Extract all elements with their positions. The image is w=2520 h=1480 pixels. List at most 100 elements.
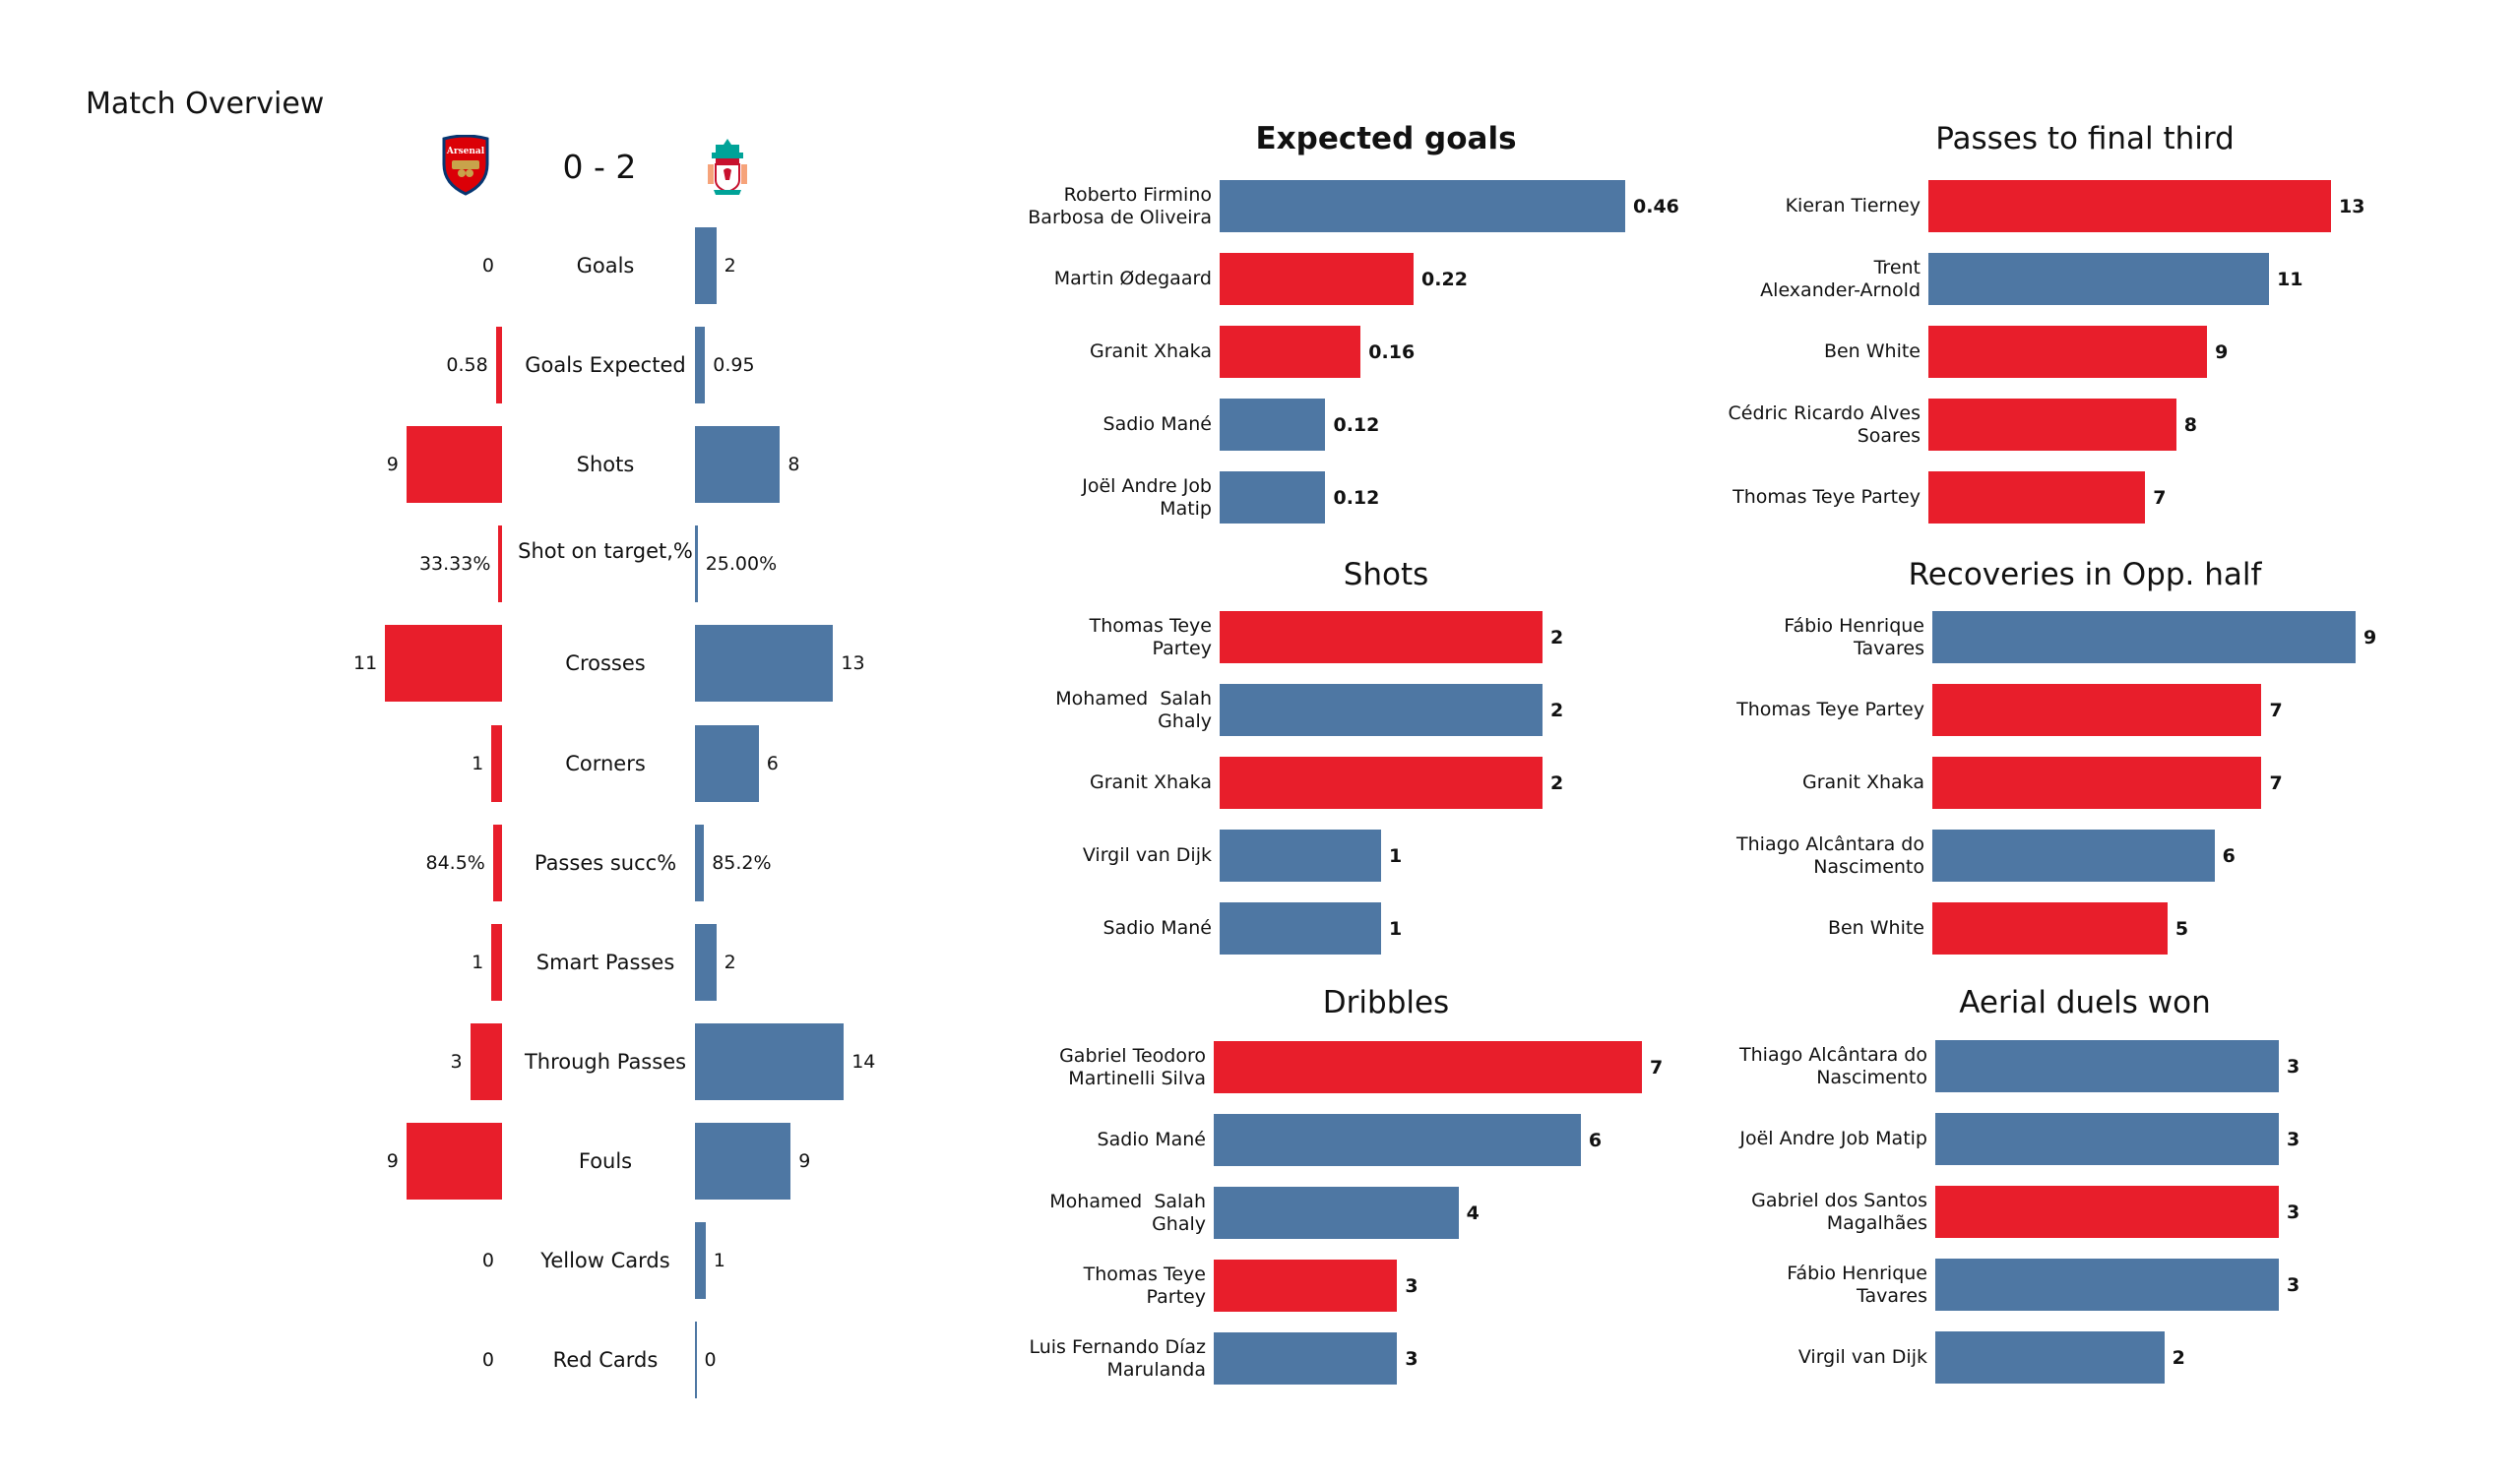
player-bar	[1220, 902, 1381, 955]
player-bar	[1928, 253, 2270, 305]
player-bar	[1935, 1040, 2279, 1092]
player-name-label: Roberto Firmino Barbosa de Oliveira	[956, 184, 1212, 229]
player-bar	[1220, 180, 1625, 232]
stat-label: Red Cards	[552, 1348, 659, 1373]
home-value: 0.58	[446, 354, 488, 377]
player-name-label: Martin Ødegaard	[956, 268, 1212, 290]
chart-title: Aerial duels won	[1959, 985, 2211, 1020]
home-value: 11	[353, 652, 378, 675]
player-name-line: Tavares	[1857, 1284, 1927, 1307]
player-name-label: Thomas Teye Partey	[956, 615, 1212, 660]
bar-value-label: 5	[2174, 917, 2189, 940]
bar-value-label: 3	[1405, 1274, 1418, 1297]
away-value: 25.00%	[705, 553, 778, 576]
stat-label: Through Passes	[524, 1049, 687, 1074]
player-name-label: Ben White	[1669, 917, 1924, 940]
chart-title: Passes to final third	[1935, 121, 2235, 156]
bar-value-label: 7	[2269, 699, 2283, 721]
player-name-label: Cédric Ricardo Alves Soares	[1665, 402, 1921, 448]
match-score: 0 - 2	[562, 148, 637, 186]
player-name-line: Cédric Ricardo Alves	[1728, 401, 1921, 424]
home-value: 0	[481, 1250, 494, 1271]
player-bar	[1928, 399, 2176, 451]
player-bar	[1214, 1114, 1581, 1166]
player-name-line: Barbosa de Oliveira	[1028, 206, 1212, 228]
bar-value-label: 0.16	[1368, 340, 1416, 363]
player-bar	[1220, 757, 1543, 809]
player-name-line: Magalhães	[1826, 1211, 1927, 1234]
player-name-label: Kieran Tierney	[1665, 195, 1921, 217]
player-name-line: Soares	[1857, 424, 1921, 447]
player-name-label: Sadio Mané	[956, 413, 1212, 436]
home-bar	[406, 1122, 502, 1200]
away-value: 8	[788, 454, 800, 476]
away-value: 14	[851, 1050, 876, 1073]
stat-label: Fouls	[578, 1148, 633, 1173]
player-name-line: Thiago Alcântara do	[1739, 1043, 1927, 1066]
player-name-label: Mohamed Salah Ghaly	[950, 1191, 1206, 1236]
page-title: Match Overview	[86, 87, 325, 121]
player-name-line: Ghaly	[1152, 1212, 1206, 1235]
player-name-label: Granit Xhaka	[956, 340, 1212, 363]
bar-value-label: 4	[1466, 1202, 1480, 1224]
player-name-label: Joël Andre Job Matip	[1671, 1128, 1927, 1150]
player-name-label: Sadio Mané	[950, 1129, 1206, 1151]
player-bar	[1220, 830, 1381, 882]
player-bar	[1932, 757, 2262, 809]
player-name-line: Thomas Teye Partey	[1732, 486, 1921, 508]
bar-value-label: 0.12	[1333, 413, 1380, 436]
bar-value-label: 1	[1389, 844, 1403, 867]
home-value: 33.33%	[418, 553, 491, 576]
player-name-line: Nascimento	[1816, 1066, 1927, 1088]
player-name-label: Granit Xhaka	[956, 771, 1212, 794]
player-name-line: Matip	[1160, 497, 1212, 520]
player-name-line: Alexander-Arnold	[1760, 278, 1921, 301]
player-name-label: Granit Xhaka	[1669, 771, 1924, 794]
player-name-line: Thomas Teye Partey	[1736, 699, 1924, 720]
player-name-label: Luis Fernando Díaz Marulanda	[950, 1336, 1206, 1382]
home-bar	[470, 1022, 502, 1100]
home-bar	[491, 724, 502, 802]
stat-label: Goals	[576, 254, 635, 278]
home-bar	[491, 923, 502, 1001]
home-bar	[492, 824, 502, 901]
player-name-line: Ben White	[1827, 917, 1924, 939]
player-name-label: Thomas Teye Partey	[1669, 699, 1924, 721]
player-bar	[1932, 684, 2262, 736]
chart-title: Expected goals	[1255, 121, 1517, 156]
bar-value-label: 2	[1550, 699, 1564, 721]
player-name-line: Gabriel dos Santos	[1751, 1189, 1927, 1211]
player-bar	[1935, 1186, 2279, 1238]
home-bar	[406, 426, 502, 504]
home-value: 0	[481, 255, 494, 277]
bar-value-label: 7	[1650, 1056, 1664, 1079]
player-name-line: Virgil van Dijk	[1797, 1346, 1927, 1368]
bar-value-label: 2	[1550, 771, 1564, 794]
player-bar	[1935, 1113, 2279, 1165]
away-bar	[695, 625, 834, 703]
away-value: 0	[704, 1349, 717, 1372]
bar-value-label: 8	[2183, 413, 2197, 436]
away-bar	[695, 327, 706, 404]
away-value: 2	[724, 951, 736, 973]
away-bar	[695, 1322, 697, 1399]
away-value: 6	[766, 752, 779, 774]
player-name-line: Partey	[1146, 1285, 1206, 1308]
player-name-label: Gabriel Teodoro Martinelli Silva	[950, 1045, 1206, 1090]
player-name-label: Thiago Alcântara do Nascimento	[1669, 833, 1924, 879]
player-name-line: Ben White	[1823, 340, 1921, 362]
player-name-line: Luis Fernando Díaz	[1029, 1335, 1206, 1358]
bar-value-label: 6	[2222, 844, 2236, 867]
player-bar	[1928, 326, 2208, 378]
bar-value-label: 7	[2269, 771, 2283, 794]
bar-value-label: 0.46	[1633, 195, 1679, 217]
player-name-line: Virgil van Dijk	[1082, 844, 1212, 866]
bar-value-label: 0.12	[1333, 486, 1380, 509]
player-bar	[1932, 611, 2356, 663]
bar-value-label: 0.22	[1421, 268, 1468, 290]
chart-title: Recoveries in Opp. half	[1908, 557, 2262, 592]
chart-title: Shots	[1343, 557, 1429, 592]
bar-value-label: 1	[1389, 917, 1403, 940]
home-value: 1	[472, 752, 484, 774]
away-bar	[695, 1022, 845, 1100]
